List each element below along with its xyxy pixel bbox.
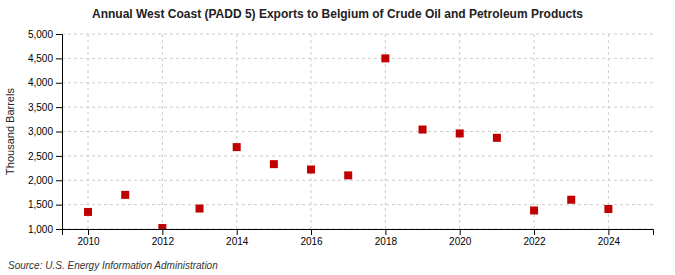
grid-line [534, 34, 535, 229]
y-axis-tick: 3,000 [28, 126, 62, 137]
y-axis-tick-mark [56, 107, 62, 108]
x-axis-tick-mark [88, 229, 89, 235]
x-axis-tick-label: 2018 [375, 236, 398, 247]
point [307, 166, 315, 174]
grid-line [62, 34, 653, 35]
y-axis-tick: 4,500 [28, 53, 62, 64]
y-axis-tick-label: 1,000 [28, 224, 53, 235]
x-axis-tick-mark [608, 229, 609, 235]
x-axis-tick-mark [311, 229, 312, 235]
y-axis-tick: 3,500 [28, 102, 62, 113]
y-axis-tick-label: 1,500 [28, 199, 53, 210]
x-axis-tick-label: 2024 [598, 236, 621, 247]
x-axis-tick-label: 2014 [226, 236, 249, 247]
point [270, 160, 278, 168]
x-axis-tick-mark [385, 229, 386, 235]
point [158, 224, 166, 229]
y-axis-tick: 2,500 [28, 151, 62, 162]
point [381, 54, 389, 62]
point [344, 171, 352, 179]
point [196, 205, 204, 213]
y-axis-tick-label: 3,000 [28, 126, 53, 137]
grid-line [162, 34, 163, 229]
x-axis-tick-label: 2012 [152, 236, 175, 247]
grid-line [385, 34, 386, 229]
grid [62, 34, 653, 229]
title: Annual West Coast (PADD 5) Exports to Be… [92, 7, 583, 21]
grid-line [62, 82, 653, 83]
x-axis-tick-mark [534, 229, 535, 235]
y-axis-tick-label: 3,500 [28, 102, 53, 113]
y-axis-line [56, 35, 63, 230]
x-axis-tick: 2016 [300, 229, 323, 247]
x-axis-tick-mark [237, 229, 238, 235]
y-axis-tick-label: 5,000 [28, 29, 53, 40]
grid-line [62, 155, 653, 156]
y-axis: 1,000 1,500 2,000 2,500 3,000 3,500 4,000 4,500… [28, 29, 63, 235]
x-axis-tick: 2020 [449, 229, 472, 247]
y-axis-tick: 5,000 [28, 29, 62, 40]
y-axis-tick: 2,000 [28, 175, 62, 186]
y-axis-tick: 1,000 [28, 224, 62, 235]
x-axis-tick: 2010 [77, 229, 100, 247]
point [530, 206, 538, 214]
x-axis-tick-mark [460, 229, 461, 235]
x-axis-tick-label: 2020 [449, 236, 472, 247]
x-axis: 2010 2012 2014 2016 2018 2020 2022 2024 [63, 229, 654, 247]
chart: Annual West Coast (PADD 5) Exports to Be… [0, 0, 675, 275]
x-axis-tick-label: 2022 [523, 236, 546, 247]
y-axis-tick-mark [56, 132, 62, 133]
grid-line [62, 204, 653, 205]
y-axis-tick-mark [56, 205, 62, 206]
x-axis-tick-label: 2016 [300, 236, 323, 247]
point [121, 191, 129, 199]
y-axis-tick-mark [56, 180, 62, 181]
x-axis-line [63, 230, 654, 236]
y-axis-tick-label: 2,000 [28, 175, 53, 186]
grid-line [62, 131, 653, 132]
x-axis-tick-mark [162, 229, 163, 235]
y-axis-tick-mark [56, 58, 62, 59]
y-axis-tick-mark [56, 229, 62, 230]
point [604, 205, 612, 213]
y-axis-tick-mark [56, 34, 62, 35]
point [567, 196, 575, 204]
y-axis-tick-label: 2,500 [28, 151, 53, 162]
x-axis-tick-label: 2010 [77, 236, 100, 247]
y-axis-tick-mark [56, 156, 62, 157]
points [84, 54, 612, 229]
x-axis-tick: 2014 [226, 229, 249, 247]
y-axis-tick: 1,500 [28, 199, 62, 210]
grid-line [62, 107, 653, 108]
y-axis-title: Thousand Barrels [4, 88, 16, 175]
plot: 2010 2012 2014 2016 2018 2020 2022 2024 1,000 1,5… [28, 29, 654, 247]
grid-line [62, 58, 653, 59]
y-axis-tick-label: 4,000 [28, 77, 53, 88]
point [84, 208, 92, 216]
x-axis-tick: 2012 [152, 229, 175, 247]
point [493, 134, 501, 142]
x-axis-tick: 2018 [375, 229, 398, 247]
y-axis-tick: 4,000 [28, 77, 62, 88]
y-axis-tick-label: 4,500 [28, 53, 53, 64]
grid-line [62, 180, 653, 181]
x-axis-tick: 2024 [598, 229, 621, 247]
point [419, 126, 427, 134]
y-axis-tick-mark [56, 83, 62, 84]
point [233, 143, 241, 151]
source-note: Source: U.S. Energy Information Administ… [8, 260, 218, 271]
x-axis-tick: 2022 [523, 229, 546, 247]
point [456, 129, 464, 137]
